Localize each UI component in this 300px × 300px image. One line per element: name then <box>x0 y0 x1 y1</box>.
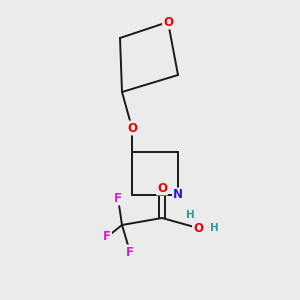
Text: O: O <box>193 221 203 235</box>
Text: F: F <box>126 245 134 259</box>
Text: H: H <box>210 223 218 233</box>
Text: O: O <box>127 122 137 134</box>
Text: H: H <box>186 210 194 220</box>
Text: O: O <box>163 16 173 28</box>
Text: N: N <box>173 188 183 202</box>
Text: O: O <box>157 182 167 194</box>
Text: F: F <box>103 230 111 244</box>
Text: F: F <box>114 191 122 205</box>
